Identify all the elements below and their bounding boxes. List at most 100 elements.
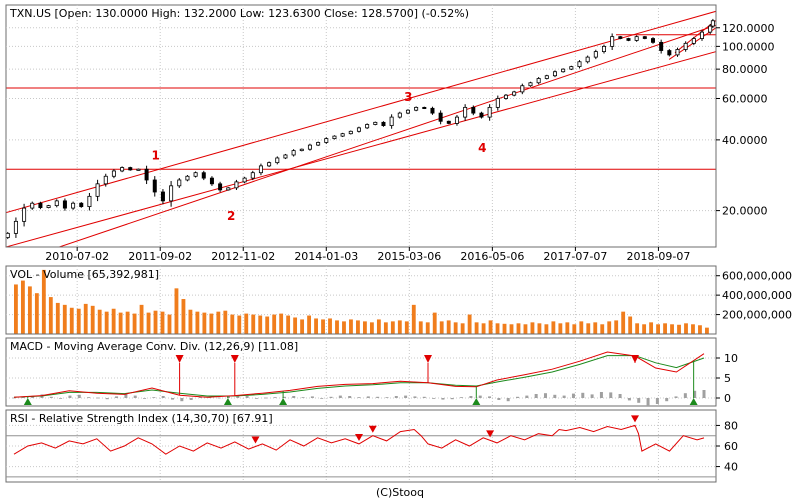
candle-body <box>250 172 255 179</box>
macd-histogram-bar <box>143 398 147 399</box>
rsi-y-tick-label: 40 <box>724 461 738 474</box>
macd-histogram-bar <box>460 397 464 398</box>
macd-histogram-bar <box>171 398 175 400</box>
volume-bar <box>132 313 137 334</box>
wave-annotation: 4 <box>478 141 486 155</box>
volume-bar <box>20 280 25 334</box>
macd-histogram-bar <box>161 396 165 398</box>
price-panel-title: TXN.US [Open: 130.0000 High: 132.2000 Lo… <box>9 7 469 20</box>
buy-signal-marker <box>23 398 32 405</box>
candle-body <box>479 112 484 118</box>
volume-bar <box>453 322 458 334</box>
candle-body <box>710 20 715 27</box>
volume-bar <box>642 324 647 334</box>
macd-histogram-bar <box>627 398 631 401</box>
macd-histogram-bar <box>301 397 305 398</box>
price-y-tick-label: 120.0000 <box>722 22 775 35</box>
volume-bar <box>237 315 242 334</box>
candle-body <box>585 56 590 63</box>
candle-body <box>234 181 239 189</box>
volume-bar <box>223 310 228 334</box>
volume-bar <box>474 322 479 334</box>
candle-body <box>422 106 427 109</box>
volume-bar <box>195 311 200 334</box>
price-y-tick-label: 100.0000 <box>722 40 775 53</box>
macd-histogram-bar <box>525 395 529 398</box>
candle-body <box>54 200 59 207</box>
volume-bar <box>48 297 53 334</box>
macd-histogram-bar <box>217 397 221 399</box>
macd-histogram-bar <box>404 395 408 398</box>
rsi-y-tick-label: 80 <box>724 419 738 432</box>
candle-body <box>446 120 451 124</box>
candle-body <box>561 68 566 73</box>
macd-histogram-bar <box>245 396 249 398</box>
candle-body <box>544 75 549 79</box>
volume-bar <box>349 319 353 334</box>
footer-copyright: (C)Stooq <box>376 486 424 499</box>
macd-histogram-bar <box>348 396 352 398</box>
candle-body <box>95 183 100 197</box>
candle-body <box>528 82 533 87</box>
volume-bar <box>572 324 577 334</box>
candle-body <box>463 106 468 118</box>
volume-bar <box>369 322 374 334</box>
volume-bar <box>272 314 277 334</box>
macd-histogram-bar <box>133 395 137 398</box>
volume-bar <box>460 323 465 334</box>
macd-histogram-bar <box>702 390 706 398</box>
volume-bar <box>698 325 702 334</box>
macd-histogram-bar <box>693 390 697 398</box>
candle-body <box>201 172 206 179</box>
macd-histogram-bar <box>478 395 482 398</box>
candle-body <box>22 207 27 222</box>
macd-histogram-bar <box>366 396 370 398</box>
macd-histogram-bar <box>264 397 268 399</box>
volume-bar <box>125 311 130 334</box>
candle-body <box>708 25 713 33</box>
macd-y-tick-label: 10 <box>724 352 738 365</box>
volume-bar <box>481 323 486 334</box>
sell-signal-marker <box>175 355 184 363</box>
candle-body <box>291 150 296 156</box>
volume-bar <box>258 315 263 334</box>
volume-bar <box>565 322 570 334</box>
volume-bar <box>328 318 332 334</box>
macd-histogram-bar <box>488 396 492 398</box>
volume-bar <box>55 302 60 334</box>
volume-bar <box>635 323 640 334</box>
rsi-line <box>13 424 705 455</box>
volume-bar <box>174 288 179 334</box>
macd-histogram-bar <box>432 398 436 399</box>
volume-bar <box>530 322 535 334</box>
volume-bar <box>670 324 674 334</box>
macd-histogram-bar <box>282 396 286 398</box>
candle-body <box>111 170 116 177</box>
volume-bar <box>307 315 311 334</box>
candle-body <box>438 112 443 122</box>
candle-body <box>699 31 704 39</box>
volume-bar <box>76 308 81 334</box>
candle-body <box>30 202 35 209</box>
x-tick-label: 2011-09-02 <box>128 250 192 263</box>
buy-signal-marker <box>223 398 232 405</box>
volume-bar <box>677 324 681 334</box>
price-plot-area: 1 2 3 4 <box>6 10 716 247</box>
macd-histogram-bar <box>571 393 575 398</box>
candle-body <box>258 165 263 174</box>
volume-bar <box>376 319 381 334</box>
volume-bar <box>628 316 633 334</box>
macd-histogram-bar <box>665 398 669 402</box>
macd-histogram-bar <box>506 398 510 402</box>
volume-bar <box>321 319 325 334</box>
volume-bar <box>425 322 430 334</box>
volume-bar <box>209 313 214 334</box>
macd-histogram-bar <box>152 397 156 398</box>
rsi-sell-marker <box>631 415 639 423</box>
x-tick-label: 2018-09-07 <box>626 250 690 263</box>
x-tick-label: 2014-01-03 <box>294 250 358 263</box>
volume-bar <box>432 312 437 334</box>
volume-bar <box>614 320 619 334</box>
volume-bar <box>390 321 395 334</box>
price-y-tick-label: 60.0000 <box>722 92 768 105</box>
